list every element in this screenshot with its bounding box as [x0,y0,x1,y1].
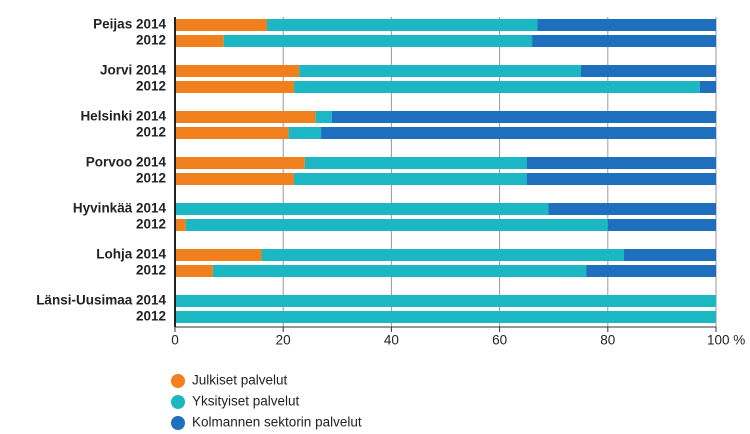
x-tick-label: 60 [492,333,507,348]
bar-segment [175,295,716,307]
category-label: Porvoo 2014 [86,155,167,170]
bar-segment [185,219,608,231]
bar-segment [175,19,267,31]
legend-swatch [171,374,185,388]
bar-segment [548,203,716,215]
category-label: 2012 [136,263,166,278]
bar-segment [294,173,527,185]
bar-segment [304,157,527,169]
bar-segment [580,65,716,77]
category-label: Hyvinkää 2014 [73,201,167,216]
bar-segment [175,35,224,47]
bar-segment [537,19,716,31]
legend-label: Julkiset palvelut [192,373,288,388]
bar-segment [624,249,716,261]
category-label: Lohja 2014 [96,247,166,262]
category-label: 2012 [136,79,166,94]
bar-segment [175,173,295,185]
bar-segment [321,127,716,139]
x-tick-label: 0 [171,333,179,348]
x-tick-label: 100 % [707,333,745,348]
category-label: 2012 [136,171,166,186]
bar-segment [294,81,700,93]
bar-segment [175,127,289,139]
bar-segment [526,173,716,185]
bar-segment [175,81,295,93]
bar-segment [526,157,716,169]
bar-segment [223,35,533,47]
category-label: 2012 [136,125,166,140]
bar-segment [699,81,716,93]
bar-segment [175,219,186,231]
bar-segment [212,265,587,277]
category-label: Jorvi 2014 [100,63,167,78]
legend-label: Yksityiset palvelut [192,394,300,409]
legend-label: Kolmannen sektorin palvelut [192,415,362,430]
bar-segment [586,265,716,277]
bar-segment [175,111,316,123]
bar-segment [288,127,322,139]
bar-segment [175,157,305,169]
bar-segment [266,19,538,31]
x-tick-label: 20 [276,333,291,348]
category-label: Helsinki 2014 [80,109,166,124]
category-label: 2012 [136,217,166,232]
category-label: Peijas 2014 [93,17,166,32]
category-label: 2012 [136,33,166,48]
legend-swatch [171,416,185,430]
legend-swatch [171,395,185,409]
bar-segment [175,65,300,77]
x-tick-label: 80 [600,333,615,348]
bar-segment [299,65,581,77]
bar-segment [607,219,716,231]
bar-segment [175,311,716,323]
bar-segment [175,203,549,215]
x-tick-label: 40 [384,333,399,348]
bar-segment [261,249,625,261]
bar-segment [315,111,332,123]
bar-segment [331,111,716,123]
category-label: 2012 [136,309,166,324]
bar-segment [175,265,213,277]
category-label: Länsi-Uusimaa 2014 [36,293,166,308]
bar-segment [532,35,716,47]
bar-segment [175,249,262,261]
